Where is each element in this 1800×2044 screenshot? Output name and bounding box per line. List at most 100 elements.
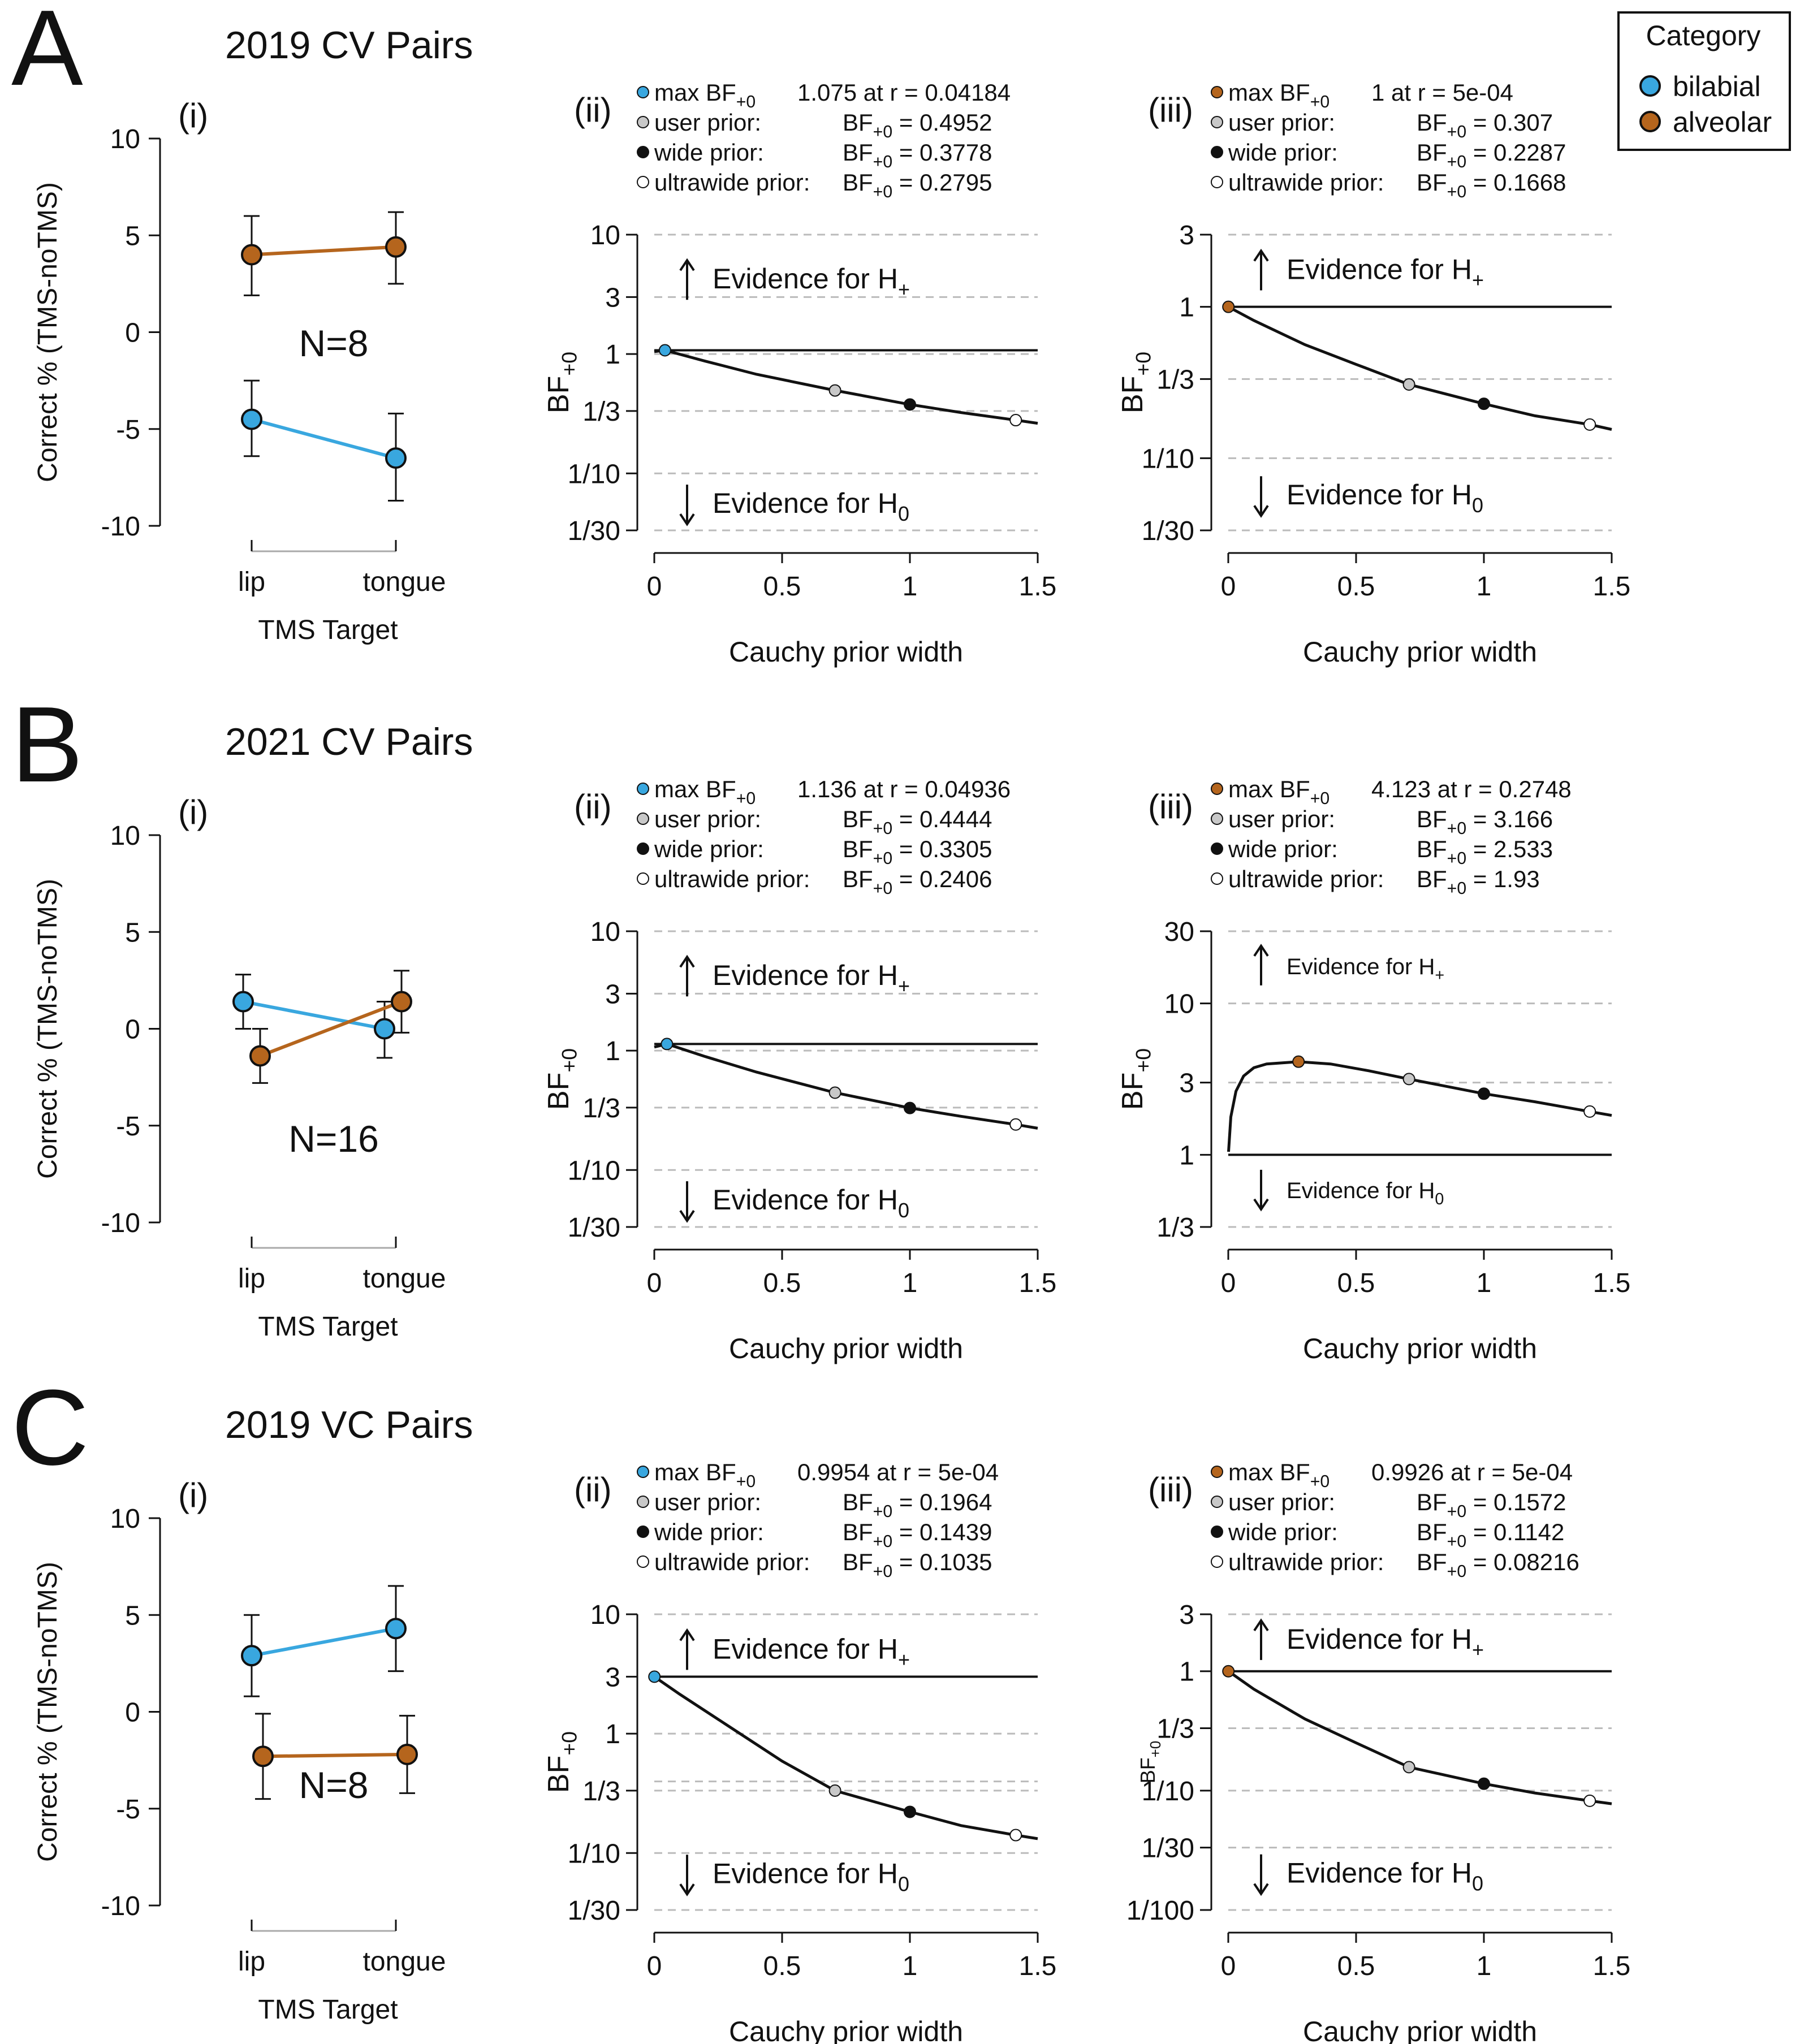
n-label: N=8	[299, 1764, 369, 1806]
legend-title: Category	[1646, 20, 1761, 51]
evidence-h-zero-label: Evidence for H0	[1287, 1857, 1483, 1895]
diff-x-tick-label: tongue	[363, 1264, 446, 1294]
stat-marker-ultra	[1211, 176, 1223, 188]
stat-marker-ultra	[637, 1555, 649, 1568]
bf-x-axis-label: Cauchy prior width	[729, 636, 963, 668]
stat-bf-wide: BF+0 = 0.1142	[1417, 1519, 1564, 1551]
bf-y-axis-label: BF+0	[542, 1731, 581, 1793]
stat-bf-ultra: BF+0 = 0.08216	[1417, 1549, 1579, 1581]
robustness-plot-ii: (ii) max BF+0 1.075 at r = 0.04184 user pri…	[542, 79, 1056, 668]
legend-bilabial-marker	[1639, 75, 1661, 97]
bf-robustness-curve	[1227, 1060, 1612, 1152]
bf-point-wide	[904, 398, 916, 411]
bf-y-tick-label: 1/3	[582, 397, 620, 427]
stat-bf-wide: BF+0 = 0.2287	[1417, 139, 1566, 171]
stat-bf-user: BF+0 = 0.307	[1417, 109, 1553, 141]
stat-value-max: 1.075 at r = 0.04184	[797, 79, 1011, 106]
bf-y-axis-label: BF+0	[542, 352, 581, 413]
bf-y-tick-label: 1/10	[568, 1156, 620, 1186]
stat-marker-max	[637, 1466, 649, 1478]
bf-y-tick-label: 1	[1179, 1657, 1194, 1687]
data-point-alveolar	[252, 1745, 274, 1768]
diff-y-tick-label: 5	[125, 1601, 140, 1631]
bf-y-tick-label: 30	[1164, 917, 1194, 947]
bf-point-ultra	[1009, 1829, 1022, 1842]
evidence-h-zero-arrow-head	[1253, 1198, 1269, 1212]
stat-marker-max	[637, 783, 649, 795]
bf-x-tick-label: 1	[903, 572, 918, 602]
panel-title: 2021 CV Pairs	[225, 720, 473, 763]
bf-y-axis-label: BF+0	[1136, 1741, 1164, 1784]
evidence-h-zero-label: Evidence for H0	[713, 487, 909, 525]
bf-y-tick-label: 3	[605, 1662, 620, 1692]
evidence-h-plus-label: Evidence for H+	[1287, 1623, 1484, 1661]
data-point-alveolar	[385, 236, 407, 258]
bf-y-tick-label: 3	[605, 283, 620, 313]
diff-y-tick-label: 5	[125, 918, 140, 948]
bf-point-ultra	[1583, 1105, 1596, 1118]
bf-point-max	[1222, 1665, 1235, 1678]
stat-marker-ultra	[1211, 872, 1223, 885]
bf-y-tick-label: 1/30	[568, 516, 620, 546]
stat-marker-user	[1211, 1496, 1223, 1508]
data-point-alveolar	[249, 1045, 271, 1067]
panel-letter: A	[11, 0, 83, 108]
bf-x-tick-label: 1.5	[1019, 572, 1057, 602]
robustness-plot-ii: (ii) max BF+0 0.9954 at r = 5e-04 user prio…	[542, 1459, 1056, 2044]
diff-y-tick-label: -5	[116, 1795, 140, 1825]
panel-title: 2019 CV Pairs	[225, 24, 473, 67]
stat-marker-wide	[637, 1526, 649, 1538]
stat-marker-wide	[637, 146, 649, 158]
diff-y-tick-label: 0	[125, 1698, 140, 1728]
series-line-bilabial	[251, 417, 396, 460]
legend-alveolar-label: alveolar	[1673, 106, 1772, 138]
diff-y-axis-label: Correct % (TMS-noTMS)	[33, 182, 63, 482]
bf-x-axis-label: Cauchy prior width	[1303, 2016, 1537, 2044]
stat-marker-user	[637, 813, 649, 825]
n-label: N=8	[299, 322, 369, 364]
evidence-h-zero-arrow-head	[679, 1883, 695, 1896]
bf-y-tick-label: 1/10	[1142, 444, 1194, 474]
evidence-h-plus-label: Evidence for H+	[1287, 954, 1444, 984]
diff-y-tick-label: -5	[116, 1112, 140, 1142]
bf-point-wide	[904, 1101, 916, 1114]
bf-x-tick-label: 0.5	[763, 1268, 801, 1298]
category-legend: Category bilabial alveolar	[1617, 11, 1791, 151]
stat-bf-wide: BF+0 = 0.3305	[843, 836, 992, 868]
evidence-h-zero-label: Evidence for H0	[713, 1857, 909, 1895]
bf-point-ultra	[1009, 1118, 1022, 1131]
subplot-label: (iii)	[1148, 91, 1193, 129]
diff-y-tick-label: -10	[101, 512, 140, 542]
bf-y-tick-label: 1/10	[568, 1839, 620, 1869]
bf-y-tick-label: 3	[1179, 1069, 1194, 1099]
diff-y-tick-label: 5	[125, 221, 140, 251]
bf-y-tick-label: 1/3	[582, 1094, 620, 1123]
stat-bf-wide: BF+0 = 0.1439	[843, 1519, 992, 1551]
diff-y-tick-label: 10	[110, 124, 140, 154]
stat-marker-wide	[1211, 146, 1223, 158]
robustness-plot-ii: (ii) max BF+0 1.136 at r = 0.04936 user pri…	[542, 776, 1056, 1364]
bf-y-tick-label: 1	[1179, 1140, 1194, 1170]
bf-y-tick-label: 1/30	[568, 1213, 620, 1243]
stat-label-wide: wide prior:	[1228, 1519, 1338, 1545]
stat-label-ultra: ultrawide prior:	[654, 169, 810, 196]
stat-label-wide: wide prior:	[654, 1519, 764, 1545]
stat-label-ultra: ultrawide prior:	[1228, 1549, 1384, 1575]
bf-x-tick-label: 1	[1477, 1268, 1492, 1298]
series-line-alveolar	[251, 245, 396, 257]
diff-y-axis-label: Correct % (TMS-noTMS)	[33, 879, 63, 1179]
stat-marker-ultra	[1211, 1555, 1223, 1568]
bf-point-user	[828, 384, 841, 397]
stat-label-user: user prior:	[1228, 806, 1335, 832]
stat-marker-wide	[1211, 842, 1223, 855]
bf-x-tick-label: 1.5	[1593, 1951, 1631, 1981]
bf-x-tick-label: 0.5	[763, 572, 801, 602]
subplot-label: (ii)	[574, 788, 612, 826]
evidence-h-zero-arrow-head	[1253, 505, 1269, 518]
stat-label-ultra: ultrawide prior:	[1228, 866, 1384, 892]
n-label: N=16	[288, 1118, 379, 1160]
bf-y-tick-label: 3	[1179, 221, 1194, 250]
bf-x-tick-label: 1	[1477, 1951, 1492, 1981]
bf-y-tick-label: 1/10	[1142, 1777, 1194, 1807]
